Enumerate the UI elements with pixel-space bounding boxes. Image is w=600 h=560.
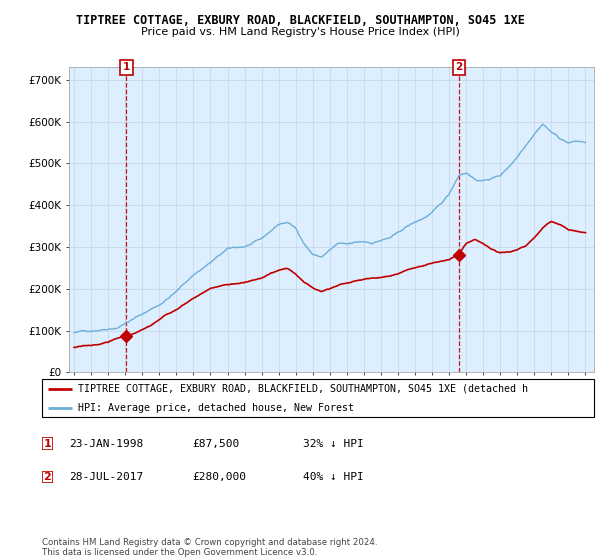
Text: £87,500: £87,500: [192, 438, 239, 449]
Text: £280,000: £280,000: [192, 472, 246, 482]
FancyBboxPatch shape: [42, 471, 53, 483]
Text: 28-JUL-2017: 28-JUL-2017: [69, 472, 143, 482]
FancyBboxPatch shape: [42, 437, 53, 450]
Text: 40% ↓ HPI: 40% ↓ HPI: [303, 472, 364, 482]
Text: 1: 1: [122, 62, 130, 72]
Text: Contains HM Land Registry data © Crown copyright and database right 2024.
This d: Contains HM Land Registry data © Crown c…: [42, 538, 377, 557]
Text: Price paid vs. HM Land Registry's House Price Index (HPI): Price paid vs. HM Land Registry's House …: [140, 27, 460, 37]
Text: TIPTREE COTTAGE, EXBURY ROAD, BLACKFIELD, SOUTHAMPTON, SO45 1XE: TIPTREE COTTAGE, EXBURY ROAD, BLACKFIELD…: [76, 14, 524, 27]
Text: 1: 1: [43, 438, 51, 449]
Text: 23-JAN-1998: 23-JAN-1998: [69, 438, 143, 449]
Text: HPI: Average price, detached house, New Forest: HPI: Average price, detached house, New …: [78, 403, 354, 413]
Text: TIPTREE COTTAGE, EXBURY ROAD, BLACKFIELD, SOUTHAMPTON, SO45 1XE (detached h: TIPTREE COTTAGE, EXBURY ROAD, BLACKFIELD…: [78, 384, 528, 394]
Text: 32% ↓ HPI: 32% ↓ HPI: [303, 438, 364, 449]
Text: 2: 2: [455, 62, 463, 72]
FancyBboxPatch shape: [42, 379, 594, 417]
Text: 2: 2: [43, 472, 51, 482]
